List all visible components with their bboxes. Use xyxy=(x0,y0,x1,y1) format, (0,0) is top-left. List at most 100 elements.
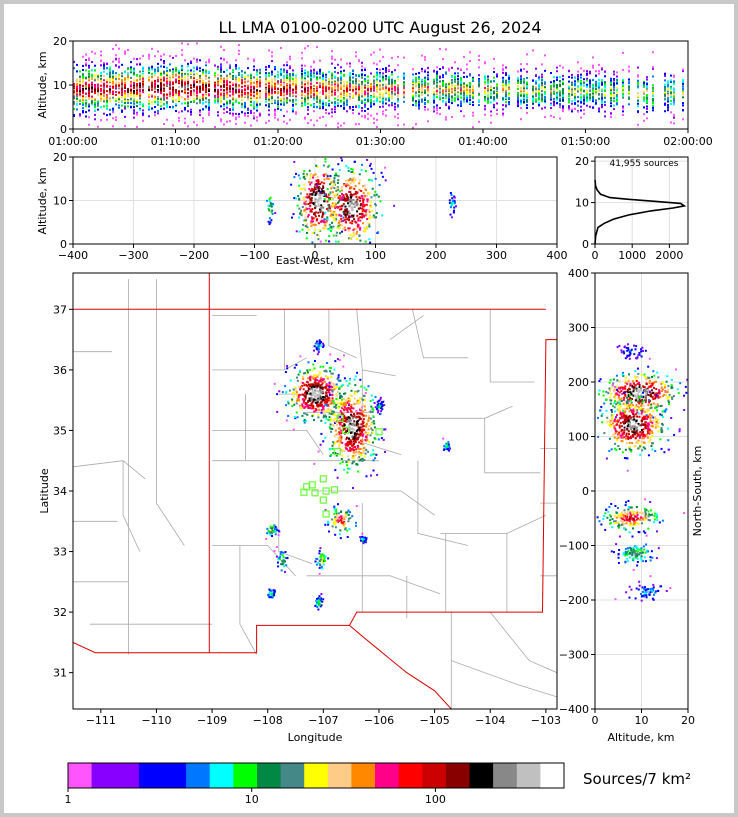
source-mark xyxy=(241,76,243,79)
source-mark xyxy=(469,93,471,96)
source-mark xyxy=(646,105,648,108)
source-mark xyxy=(340,70,342,73)
source-mark xyxy=(175,74,177,77)
source-mark xyxy=(241,79,243,82)
source-mark xyxy=(202,80,204,83)
source-mark xyxy=(274,114,276,116)
source-mark xyxy=(397,105,399,108)
source-mark xyxy=(520,82,522,85)
east-west-heatmap xyxy=(266,156,457,244)
source-mark xyxy=(289,86,291,89)
source-mark xyxy=(265,68,267,71)
source-mark xyxy=(247,96,249,99)
source-mark xyxy=(559,84,561,87)
source-mark xyxy=(244,103,246,106)
source-mark xyxy=(265,80,267,83)
source-mark xyxy=(523,102,525,104)
source-mark xyxy=(682,88,684,91)
source-mark xyxy=(217,74,219,77)
source-mark xyxy=(241,74,243,77)
source-mark xyxy=(82,96,84,99)
source-mark xyxy=(448,98,450,101)
source-mark xyxy=(310,95,312,98)
source-mark xyxy=(622,110,624,113)
source-mark xyxy=(583,78,585,81)
source-mark xyxy=(442,97,444,100)
source-mark xyxy=(271,101,273,103)
source-mark xyxy=(247,86,249,89)
source-mark xyxy=(616,80,618,83)
source-mark xyxy=(91,83,93,86)
source-mark xyxy=(295,95,297,98)
time-tick-label: 01:00:00 xyxy=(48,135,97,148)
source-mark xyxy=(403,87,405,90)
source-mark xyxy=(505,73,507,76)
source-mark xyxy=(646,99,648,102)
source-mark xyxy=(88,105,90,108)
source-mark xyxy=(178,78,180,81)
source-mark xyxy=(544,54,546,57)
source-mark xyxy=(199,99,201,102)
source-mark xyxy=(136,58,138,61)
source-mark xyxy=(436,104,438,107)
source-mark xyxy=(364,80,366,83)
source-mark xyxy=(292,72,294,75)
source-mark xyxy=(487,80,489,83)
source-mark xyxy=(214,99,216,102)
source-mark xyxy=(646,82,648,85)
source-mark xyxy=(556,98,558,101)
source-mark xyxy=(325,112,327,114)
source-mark xyxy=(496,96,498,99)
source-mark xyxy=(523,90,525,93)
source-mark xyxy=(112,86,114,89)
source-mark xyxy=(505,81,507,84)
source-mark xyxy=(331,77,333,80)
source-mark xyxy=(559,90,561,93)
source-mark xyxy=(385,114,387,117)
source-mark xyxy=(247,84,249,87)
source-mark xyxy=(454,97,456,100)
source-mark xyxy=(169,55,171,58)
source-mark xyxy=(289,58,291,61)
source-mark xyxy=(235,118,237,121)
source-mark xyxy=(217,82,219,85)
source-mark xyxy=(349,203,352,206)
source-mark xyxy=(439,75,441,78)
source-mark xyxy=(457,75,459,78)
source-mark xyxy=(88,70,90,73)
source-mark xyxy=(622,94,624,97)
source-mark xyxy=(496,113,498,115)
source-mark xyxy=(667,84,669,87)
source-mark xyxy=(622,107,624,110)
source-mark xyxy=(97,88,99,91)
source-mark xyxy=(367,108,369,110)
source-mark xyxy=(562,96,564,99)
source-mark xyxy=(616,82,618,85)
source-mark xyxy=(82,111,84,114)
source-mark xyxy=(427,101,429,104)
source-mark xyxy=(256,85,258,88)
source-mark xyxy=(142,68,144,71)
source-mark xyxy=(226,80,228,83)
source-mark xyxy=(472,93,474,96)
source-mark xyxy=(121,80,123,83)
source-mark xyxy=(646,94,648,96)
time-altitude-panel: Altitude, km 01:00:00 01:10:00 01:20:00 01:… xyxy=(36,35,713,148)
source-mark xyxy=(397,97,399,100)
source-mark xyxy=(268,65,270,68)
source-mark xyxy=(460,77,462,80)
source-mark xyxy=(550,81,552,84)
source-mark xyxy=(496,94,498,97)
source-mark xyxy=(265,96,267,99)
source-mark xyxy=(343,210,345,213)
source-mark xyxy=(169,79,171,82)
source-mark xyxy=(289,91,291,94)
source-mark xyxy=(427,78,429,81)
source-mark xyxy=(312,220,315,223)
source-mark xyxy=(652,102,654,104)
source-mark xyxy=(295,78,297,81)
source-mark xyxy=(463,91,465,94)
source-mark xyxy=(292,89,294,92)
source-mark xyxy=(376,95,378,98)
source-mark xyxy=(535,91,537,94)
